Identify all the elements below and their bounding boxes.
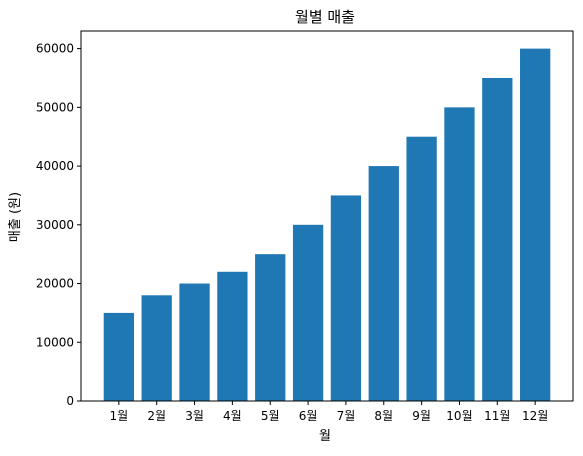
x-tick-label: 8월: [374, 409, 393, 423]
x-tick-label: 4월: [223, 409, 242, 423]
bar-10: [444, 107, 475, 401]
y-tick-label: 40000: [36, 159, 74, 173]
bar-4: [217, 271, 248, 401]
plot-frame: [80, 30, 574, 402]
y-axis: 0 10000 20000 30000 40000 50000 60000: [36, 42, 81, 408]
x-tick-label: 10월: [446, 409, 472, 423]
y-tick-label: 60000: [36, 42, 74, 56]
bar-11: [482, 77, 513, 401]
bar-3: [179, 283, 210, 401]
x-tick-label: 2월: [147, 409, 166, 423]
x-tick-label: 1월: [110, 409, 129, 423]
x-tick-label: 3월: [185, 409, 204, 423]
x-tick-label: 5월: [261, 409, 280, 423]
x-axis: 1월 2월 3월 4월 5월 6월 7월 8월 9월 10월 11월 12월: [110, 401, 548, 423]
bar-8: [368, 166, 399, 401]
bar-2: [141, 295, 172, 401]
x-axis-label: 월: [319, 429, 331, 444]
y-tick-label: 10000: [36, 335, 74, 349]
y-tick-label: 0: [66, 394, 74, 408]
bar-7: [330, 195, 362, 401]
x-tick-label: 9월: [412, 409, 431, 423]
y-axis-label: 매출 (원): [8, 192, 23, 242]
bar-12: [520, 48, 551, 402]
bar-9: [406, 136, 437, 401]
x-tick-label: 6월: [299, 409, 318, 423]
bars-group: [103, 48, 551, 402]
x-tick-label: 12월: [522, 409, 548, 423]
y-tick-label: 30000: [36, 218, 74, 232]
y-tick-label: 20000: [36, 277, 74, 291]
x-tick-label: 11월: [484, 409, 510, 423]
chart-title: 월별 매출: [295, 8, 355, 26]
y-tick-label: 50000: [36, 100, 74, 114]
bar-6: [292, 224, 324, 401]
bar-1: [103, 312, 134, 401]
bar-5: [255, 254, 286, 401]
x-tick-label: 7월: [337, 409, 356, 423]
